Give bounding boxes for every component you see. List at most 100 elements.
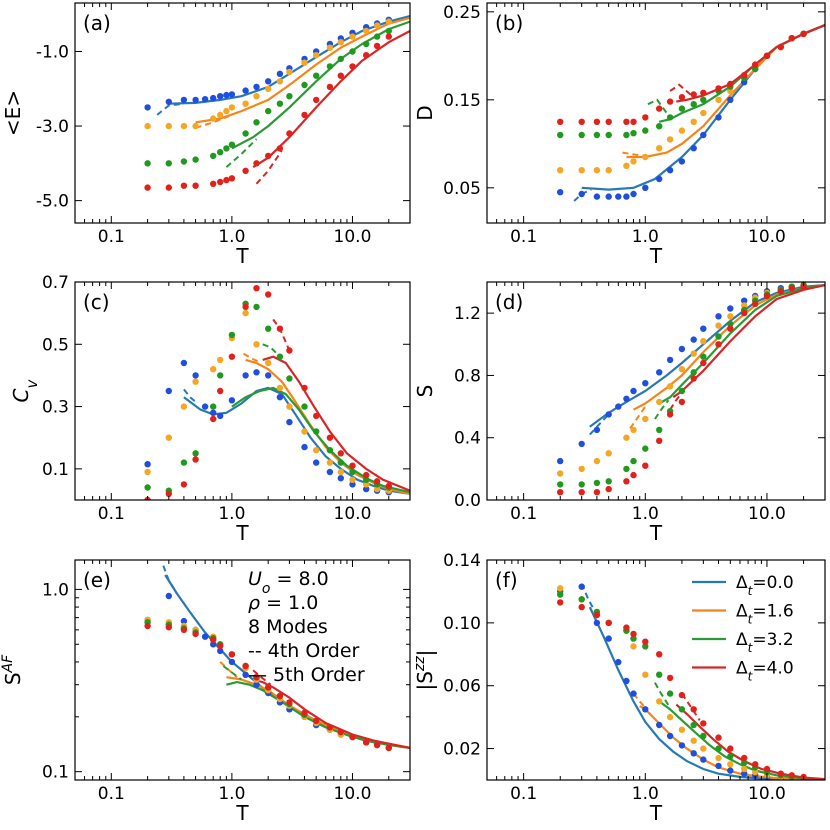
data-point: [727, 80, 734, 88]
data-point: [623, 131, 630, 139]
data-point: [165, 592, 172, 600]
data-point: [666, 98, 674, 105]
data-point: [313, 447, 320, 454]
data-point: [242, 671, 249, 678]
data-point: [373, 741, 381, 749]
y-axis-label: D: [413, 105, 437, 120]
data-point: [578, 465, 585, 473]
data-point: [557, 457, 564, 465]
data-point: [210, 409, 217, 416]
annot-sym: ρ: [248, 592, 260, 614]
data-point: [605, 167, 612, 174]
data-point: [690, 737, 697, 744]
data-point: [623, 465, 630, 473]
data-point: [265, 325, 272, 332]
data-point: [385, 744, 392, 752]
data-point: [557, 489, 564, 496]
x-tick-label: 1.0: [218, 784, 245, 804]
plot-area-c: [144, 285, 410, 500]
data-point: [165, 160, 172, 167]
data-point: [217, 647, 224, 655]
data-point: [276, 692, 284, 700]
annot-sub: o: [262, 581, 271, 597]
data-point: [253, 341, 260, 348]
dashed-line-series-3: [669, 391, 683, 411]
dashed-line-series-2: [654, 682, 671, 709]
legend-sub: t: [748, 641, 754, 655]
data-point: [286, 403, 293, 410]
x-tick-label: 1.0: [218, 227, 245, 247]
axes-frame: [74, 281, 411, 501]
data-point: [228, 397, 236, 404]
data-point: [301, 384, 308, 392]
solid-line-series-2: [231, 20, 410, 150]
solid-line-series-3: [252, 678, 410, 749]
data-point: [700, 109, 707, 117]
data-point: [373, 42, 381, 50]
data-point: [253, 369, 260, 376]
data-point: [337, 468, 344, 476]
data-point: [741, 759, 748, 766]
data-point: [180, 158, 188, 165]
solid-line-series-0: [589, 284, 825, 428]
data-point: [201, 403, 209, 410]
data-point: [678, 345, 686, 353]
data-point: [337, 728, 344, 736]
legend-symbol: Δ: [736, 630, 748, 650]
data-point: [313, 459, 320, 466]
data-point: [630, 158, 637, 165]
data-point: [349, 462, 356, 469]
data-point: [630, 130, 637, 137]
data-point: [656, 123, 663, 130]
data-point: [337, 475, 344, 482]
data-point: [623, 624, 630, 631]
data-point: [242, 167, 249, 174]
data-point: [727, 305, 734, 312]
data-point: [666, 713, 674, 721]
data-point: [678, 366, 686, 373]
data-point: [715, 322, 722, 329]
data-point: [690, 336, 697, 343]
data-point: [642, 114, 649, 121]
legend-symbol: Δ: [736, 602, 748, 622]
data-point: [557, 599, 564, 606]
data-point: [192, 630, 199, 638]
panel-f: 0.1 1.0 10.0 0.02 0.06 0.10 0.14 T |Szz| (f): [412, 551, 826, 825]
data-point: [763, 765, 771, 773]
annotation-line: — 5th Order: [248, 664, 365, 686]
dashed-line-series-1: [632, 692, 647, 709]
legend-value: =0.0: [752, 573, 793, 593]
data-point: [715, 341, 722, 348]
data-point: [642, 184, 649, 191]
dashed-line-series-3: [272, 318, 291, 351]
plot-area-e: [144, 565, 410, 752]
data-point: [144, 160, 151, 167]
data-point: [363, 27, 370, 35]
data-point: [192, 372, 199, 379]
data-point: [286, 68, 293, 76]
data-point: [242, 130, 249, 137]
dashed-line-series-2: [262, 343, 281, 358]
data-point: [777, 43, 784, 51]
x-tick-label: 0.1: [510, 504, 537, 524]
data-point: [715, 754, 722, 762]
data-point: [678, 158, 686, 165]
y-tick-label: 0.3: [42, 398, 69, 418]
data-point: [217, 149, 224, 156]
y-label-end: |: [413, 650, 437, 657]
dashed-line-series-1: [243, 352, 262, 364]
data-point: [210, 403, 217, 410]
data-point: [210, 180, 217, 187]
axes-frame: [74, 559, 411, 781]
data-point: [265, 291, 272, 298]
data-point: [276, 78, 284, 85]
solid-line-series-3: [262, 355, 410, 492]
y-tick-label: 0.7: [42, 273, 69, 293]
data-point: [276, 100, 284, 107]
x-axis-label: T: [649, 244, 663, 268]
data-point: [593, 131, 601, 139]
dashed-line-series-1: [195, 113, 233, 129]
dashed-line-series-2: [222, 665, 242, 681]
data-point: [593, 426, 601, 434]
data-point: [752, 61, 759, 68]
